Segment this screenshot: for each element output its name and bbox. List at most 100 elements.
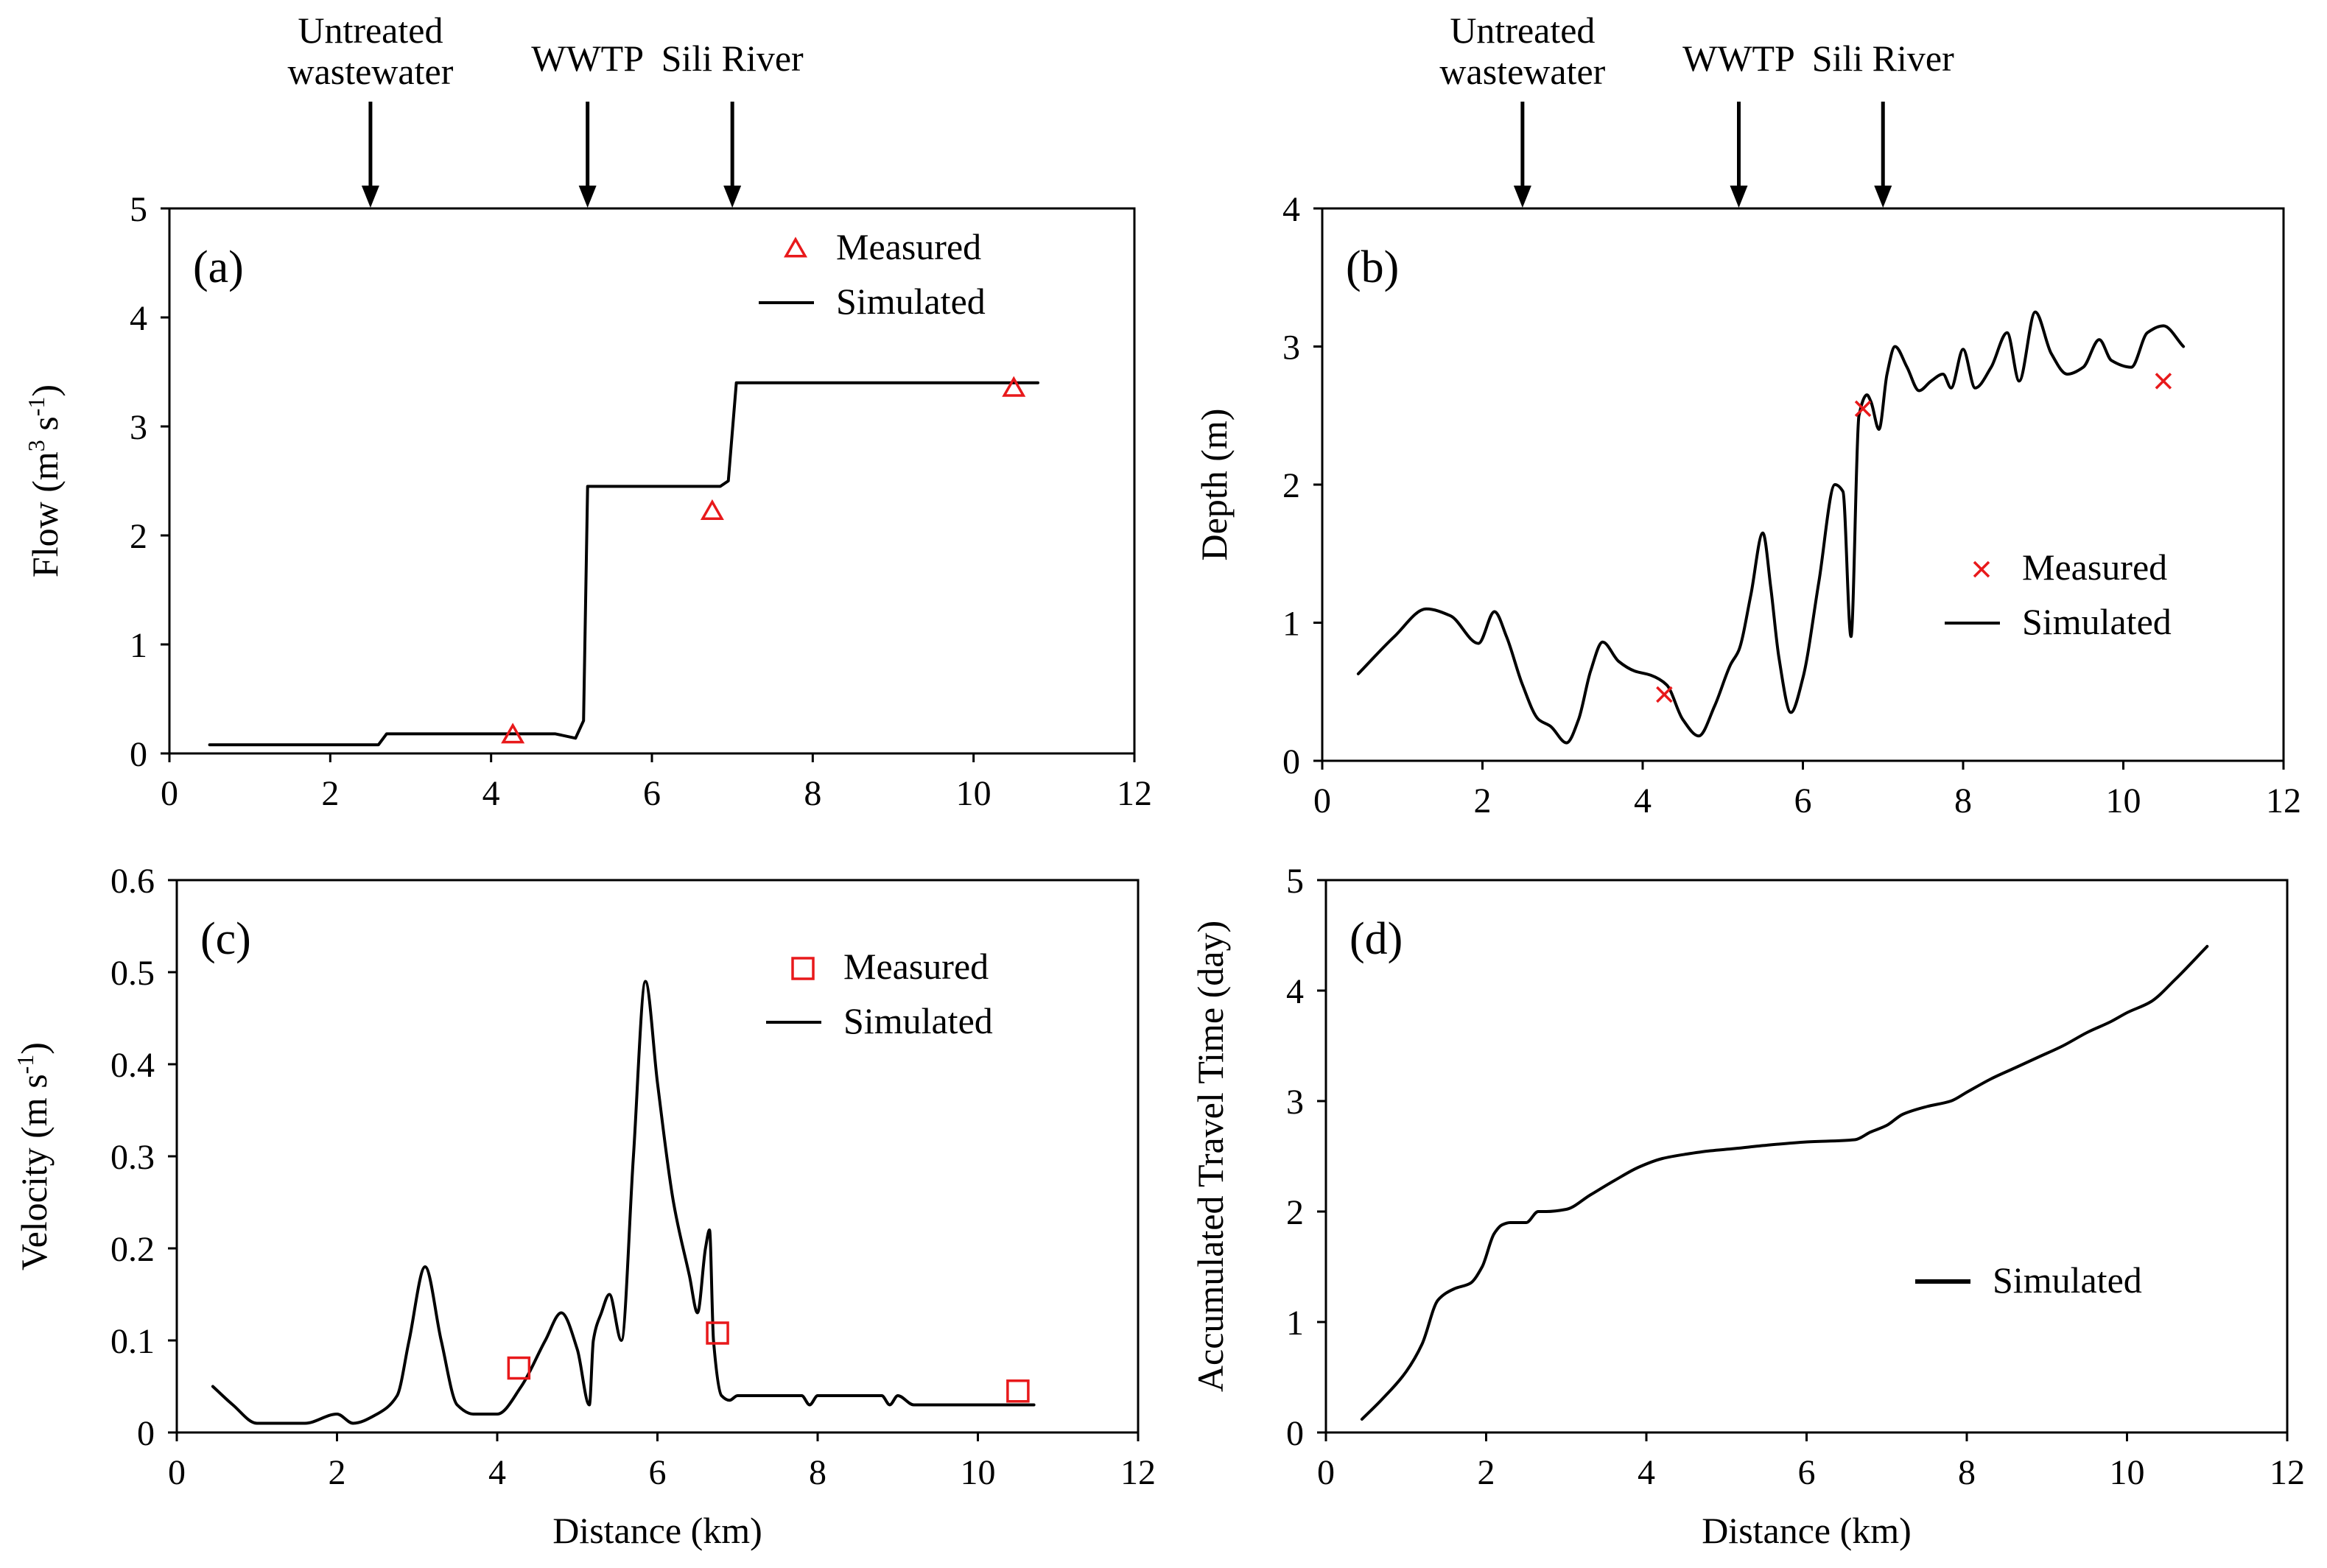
legend-marker-measured <box>1973 560 1990 578</box>
panel-label: (c) <box>200 914 251 964</box>
arrow-head-icon <box>723 186 742 208</box>
x-tick-label: 6 <box>649 1453 667 1492</box>
y-tick-label: 0.2 <box>110 1230 155 1269</box>
x-tick-label: 8 <box>1958 1453 1976 1492</box>
legend: Measured Simulated <box>759 226 986 322</box>
y-tick-label: 1 <box>1282 605 1300 644</box>
panel-label: (b) <box>1346 242 1399 292</box>
annotation-arrow: Sili River <box>1812 38 1954 208</box>
arrow-head-icon <box>1730 186 1748 208</box>
y-tick-label: 0 <box>130 735 147 774</box>
y-axis-title: Depth (m) <box>1193 409 1235 561</box>
x-tick-label: 6 <box>1794 781 1812 820</box>
measured-point <box>1656 686 1673 703</box>
arrow-head-icon <box>1874 186 1892 208</box>
x-tick-label: 2 <box>1474 781 1492 820</box>
x-tick-label: 8 <box>809 1453 826 1492</box>
y-tick-label: 0 <box>1286 1414 1304 1453</box>
x-tick-label: 4 <box>1638 1453 1655 1492</box>
x-tick-label: 4 <box>482 774 500 813</box>
y-tick-label: 2 <box>1286 1193 1304 1232</box>
y-tick-label: 1 <box>1286 1304 1304 1343</box>
panel-label: (d) <box>1349 914 1403 964</box>
legend-marker-measured <box>791 957 815 980</box>
y-tick-label: 3 <box>1286 1083 1304 1122</box>
x-tick-label: 2 <box>1478 1453 1495 1492</box>
legend-label: Simulated <box>2022 601 2172 642</box>
arrow-head-icon <box>1513 186 1531 208</box>
annotation-label: WWTP <box>531 38 644 79</box>
legend: Simulated <box>1915 1259 2142 1301</box>
legend: Measured Simulated <box>766 946 993 1041</box>
x-axis-title: Distance (km) <box>552 1510 762 1551</box>
y-tick-label: 5 <box>130 190 147 229</box>
y-tick-label: 4 <box>130 299 147 338</box>
measured-point <box>507 1356 531 1380</box>
x-tick-label: 10 <box>961 1453 996 1492</box>
y-axis-title: Flow (m3 s-1) <box>23 384 66 577</box>
y-tick-label: 0.4 <box>110 1046 155 1085</box>
panel-c: 0 2 4 6 8 10 12 0 0.1 0.2 0.3 0.4 0.5 0.6 (c) Distance … <box>12 862 1156 1551</box>
legend-label: Simulated <box>836 281 986 322</box>
annotation-arrow: Sili River <box>661 38 804 208</box>
arrow-head-icon <box>578 186 597 208</box>
y-tick-label: 0.6 <box>110 862 155 901</box>
x-tick-label: 2 <box>329 1453 346 1492</box>
series-line-simulated <box>211 980 1036 1425</box>
measured-point <box>700 499 724 520</box>
x-tick-label: 6 <box>643 774 661 813</box>
legend-label: Measured <box>836 226 981 267</box>
legend: Measured Simulated <box>1945 546 2172 642</box>
annotation-arrow: Untreated wastewater <box>287 10 454 208</box>
x-tick-label: 12 <box>2266 781 2301 820</box>
y-tick-label: 0.5 <box>110 954 155 993</box>
measured-point <box>2155 373 2172 390</box>
y-tick-label: 4 <box>1286 972 1304 1011</box>
series-line-simulated <box>1356 310 2186 745</box>
x-tick-label: 12 <box>1117 774 1152 813</box>
series-line-simulated <box>208 381 1039 747</box>
y-tick-label: 4 <box>1282 190 1300 229</box>
x-tick-label: 10 <box>2110 1453 2145 1492</box>
y-axis-title: Velocity (m s-1) <box>12 1042 55 1270</box>
y-tick-label: 0 <box>1282 742 1300 781</box>
annotation-label: Untreated wastewater <box>1439 10 1605 92</box>
arrow-head-icon <box>361 186 379 208</box>
legend-label: Simulated <box>1993 1259 2142 1301</box>
measured-point <box>1854 400 1872 418</box>
x-tick-label: 0 <box>168 1453 186 1492</box>
annotation-label: Untreated wastewater <box>287 10 453 92</box>
annotation-label: Sili River <box>661 38 804 79</box>
y-tick-label: 0.3 <box>110 1138 155 1177</box>
panel-label: (a) <box>193 242 244 292</box>
legend-label: Measured <box>843 946 989 987</box>
x-tick-label: 0 <box>161 774 178 813</box>
series-line-simulated <box>1360 945 2209 1421</box>
y-tick-label: 2 <box>1282 466 1300 505</box>
measured-point <box>1006 1379 1030 1403</box>
plot-frame-c <box>175 879 1140 1434</box>
annotation-arrow: WWTP <box>531 38 644 208</box>
x-tick-label: 4 <box>488 1453 506 1492</box>
annotation-arrow: WWTP <box>1682 38 1795 208</box>
legend-marker-measured <box>783 236 808 258</box>
y-tick-label: 1 <box>130 626 147 665</box>
x-tick-label: 12 <box>1120 1453 1156 1492</box>
y-tick-label: 3 <box>1282 328 1300 368</box>
legend-label: Simulated <box>843 1000 993 1041</box>
y-tick-label: 0 <box>137 1414 155 1453</box>
x-axis-title: Distance (km) <box>1702 1510 1912 1551</box>
y-tick-label: 3 <box>130 408 147 447</box>
x-tick-label: 12 <box>2270 1453 2305 1492</box>
y-tick-label: 2 <box>130 517 147 556</box>
y-tick-label: 5 <box>1286 862 1304 901</box>
measured-point <box>706 1321 729 1345</box>
x-tick-label: 10 <box>2106 781 2141 820</box>
x-tick-label: 6 <box>1798 1453 1816 1492</box>
x-tick-label: 2 <box>321 774 339 813</box>
x-tick-label: 8 <box>804 774 821 813</box>
